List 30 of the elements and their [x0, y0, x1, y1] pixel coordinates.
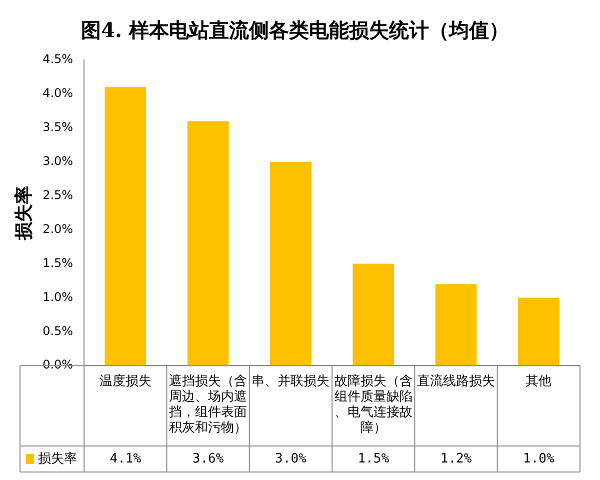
x-tick-label: 其他 [526, 374, 552, 389]
y-tick-label: 3.0% [42, 154, 74, 168]
y-axis-title: 损失率 [13, 186, 34, 241]
y-tick-label: 4.0% [42, 86, 74, 100]
chart-title: 图4. 样本电站直流侧各类电能损失统计（均值） [81, 18, 509, 42]
data-label: 1.5% [358, 451, 390, 466]
bar [352, 264, 394, 366]
y-tick-label: 4.5% [42, 52, 74, 66]
legend-label: 损失率 [38, 450, 77, 466]
x-tick-label: 温度损失 [99, 372, 152, 389]
bar [187, 121, 229, 366]
x-tick-label: 直流线路损失 [417, 372, 496, 389]
bar [270, 162, 312, 366]
x-tick-label: 故障损失（含组件质量缺陷、电气连接故障） [334, 374, 412, 436]
y-tick-label: 1.5% [42, 256, 74, 270]
data-label: 4.1% [110, 451, 142, 466]
y-tick-label: 1.0% [42, 290, 74, 304]
bar [435, 284, 477, 366]
x-tick-label: 串、并联损失 [252, 374, 330, 389]
y-tick-label: 0.5% [42, 324, 74, 338]
bar [104, 87, 146, 366]
data-label: 3.0% [275, 451, 307, 466]
x-tick-label: 遮挡损失（含周边、场内遮挡，组件表面积灰和污物） [169, 374, 248, 436]
bar [518, 298, 560, 366]
y-tick-label: 3.5% [42, 120, 74, 134]
data-label: 3.6% [192, 451, 224, 466]
y-tick-label: 2.0% [42, 222, 74, 236]
y-tick-label: 2.5% [42, 188, 74, 202]
data-label: 1.0% [523, 451, 554, 466]
data-label: 1.2% [440, 451, 472, 466]
